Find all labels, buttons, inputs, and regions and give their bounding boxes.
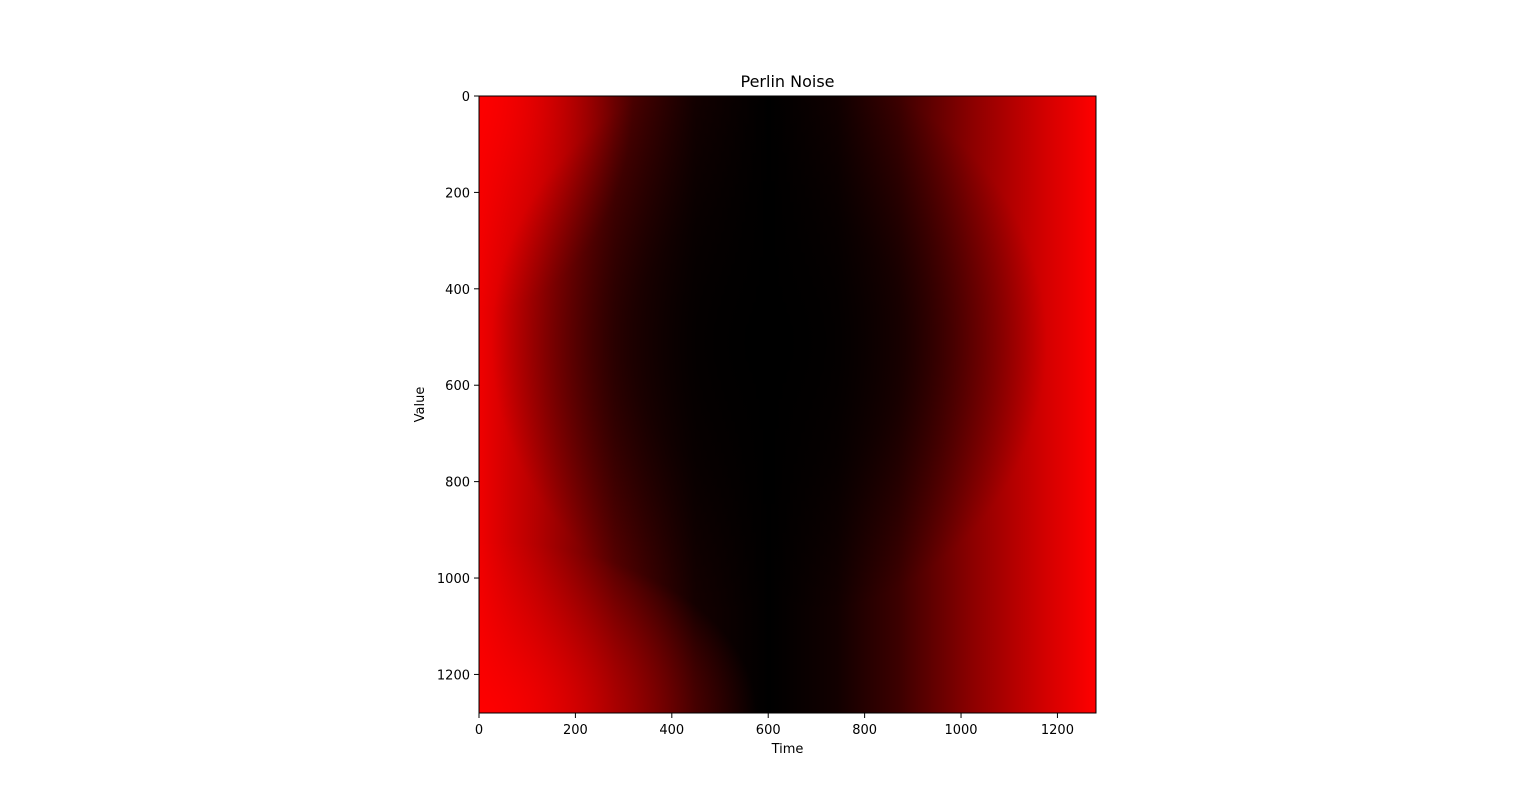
x-tick-label: 800: [852, 723, 877, 738]
plot-frame: [478, 95, 1097, 714]
x-tick-label: 600: [756, 723, 781, 738]
x-tick-label: 1000: [944, 723, 977, 738]
y-axis-label: Value: [413, 387, 428, 423]
heatmap-image: [479, 96, 1096, 713]
y-tick-label: 1000: [437, 572, 470, 587]
x-tick-label: 400: [659, 723, 684, 738]
y-tick-label: 200: [445, 186, 470, 201]
x-tick-label: 0: [475, 723, 483, 738]
x-tick-label: 1200: [1041, 723, 1074, 738]
chart-title: Perlin Noise: [741, 72, 835, 91]
y-tick-label: 0: [462, 90, 470, 105]
y-tick-label: 800: [445, 476, 470, 491]
plot-area: [478, 95, 1097, 714]
heatmap-dark-center: [479, 96, 1096, 713]
x-tick-label: 200: [563, 723, 588, 738]
x-axis-label: Time: [771, 742, 804, 757]
x-axis: 0 200 400 600 800 1000 1200: [475, 713, 1074, 738]
y-axis: 0 200 400 600 800 1000 1200: [437, 90, 479, 683]
y-tick-label: 400: [445, 283, 470, 298]
y-tick-label: 600: [445, 379, 470, 394]
y-tick-label: 1200: [437, 668, 470, 683]
